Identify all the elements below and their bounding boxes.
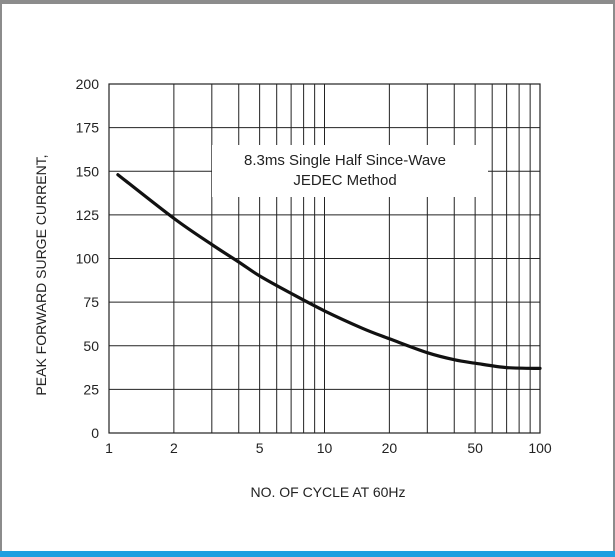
y-tick-label: 175 bbox=[76, 120, 100, 136]
y-tick-label: 125 bbox=[76, 207, 100, 223]
grid bbox=[108, 83, 541, 434]
x-tick-label: 100 bbox=[528, 440, 552, 456]
x-tick-label: 10 bbox=[317, 440, 333, 456]
x-tick-label: 50 bbox=[467, 440, 483, 456]
series-line bbox=[116, 173, 542, 370]
annotation-box: 8.3ms Single Half Since-Wave JEDEC Metho… bbox=[212, 145, 488, 197]
y-axis-label: PEAK FORWARD SURGE CURRENT, bbox=[33, 154, 49, 395]
x-tick-label: 20 bbox=[382, 440, 398, 456]
y-tick-label: 0 bbox=[91, 425, 99, 441]
x-tick-label: 5 bbox=[256, 440, 264, 456]
annotation-background bbox=[212, 145, 488, 197]
annotation-line-2: JEDEC Method bbox=[293, 172, 396, 189]
y-tick-label: 75 bbox=[83, 294, 99, 310]
y-tick-label: 100 bbox=[76, 251, 100, 267]
x-axis-label: NO. OF CYCLE AT 60Hz bbox=[250, 484, 405, 500]
x-tick-label: 2 bbox=[170, 440, 178, 456]
curve bbox=[116, 173, 542, 370]
y-tick-label: 50 bbox=[83, 338, 99, 354]
accent-bar bbox=[0, 551, 615, 557]
y-tick-label: 150 bbox=[76, 163, 100, 179]
x-tick-label: 1 bbox=[105, 440, 113, 456]
plot-border bbox=[108, 83, 541, 434]
annotation-line-1: 8.3ms Single Half Since-Wave bbox=[244, 152, 446, 169]
y-tick-label: 200 bbox=[76, 76, 100, 92]
y-tick-label: 25 bbox=[83, 381, 99, 397]
